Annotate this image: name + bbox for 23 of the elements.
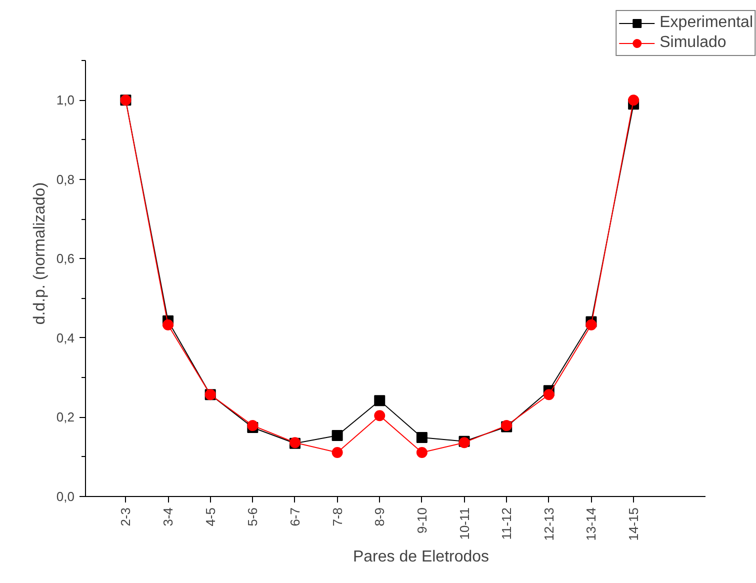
x-tick-label: 5-6	[245, 507, 260, 526]
x-axis-title: Pares de Eletrodos	[352, 548, 490, 566]
x-tick-label: 3-4	[160, 507, 176, 526]
y-tick-label: 1,0	[56, 92, 75, 108]
x-tick-label: 4-5	[202, 507, 218, 526]
legend-label: Experimental	[660, 14, 753, 32]
y-tick-label: 0,4	[56, 330, 75, 346]
legend-label: Simulado	[660, 34, 726, 52]
y-tick-label: 0,2	[56, 410, 75, 425]
y-axis-title: d.d.p. (normalizado)	[31, 182, 48, 325]
x-tick-label: 13-14	[584, 508, 599, 541]
x-tick-label: 6-7	[287, 507, 302, 526]
x-tick-label: 8-9	[372, 507, 388, 526]
x-tick-label: 10-11	[456, 507, 472, 540]
y-tick-label: 0,6	[56, 251, 75, 266]
x-tick-label: 12-13	[541, 508, 556, 541]
y-tick-label: 0,0	[56, 489, 75, 504]
x-tick-label: 11-12	[499, 507, 514, 540]
x-tick-label: 9-10	[414, 507, 430, 534]
y-tick-label: 0,8	[56, 172, 75, 187]
x-tick-label: 2-3	[118, 507, 134, 526]
x-tick-label: 14-15	[626, 508, 642, 541]
x-tick-label: 7-8	[330, 507, 345, 526]
